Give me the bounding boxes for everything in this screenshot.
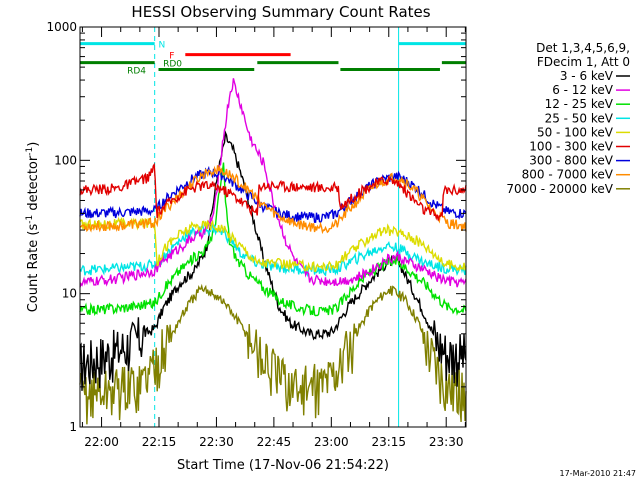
y-axis-label: Count Rate (s-1 detector-1)	[25, 142, 41, 313]
series-line	[79, 222, 467, 278]
legend-label: 12 - 25 keV	[545, 97, 614, 111]
legend-label: 300 - 800 keV	[529, 154, 613, 168]
x-tick-label: 23:00	[314, 435, 349, 449]
flag-label-n: N	[159, 41, 166, 51]
legend-label: 100 - 300 keV	[529, 140, 613, 154]
flag-label-rd0: RD0	[163, 60, 182, 70]
x-tick-label: 22:15	[142, 435, 177, 449]
x-tick-label: 22:30	[199, 435, 234, 449]
y-tick-label: 1000	[46, 20, 77, 34]
legend: Det 1,3,4,5,6,9, FDecim 1, Att 0 3 - 6 k…	[506, 41, 630, 196]
x-tick-label: 23:15	[371, 435, 406, 449]
y-tick-label: 100	[54, 153, 77, 167]
series-line	[79, 162, 467, 221]
x-tick-label: 22:45	[257, 435, 292, 449]
legend-label: 50 - 100 keV	[537, 125, 614, 139]
flag-label-f: F	[169, 52, 174, 62]
chart-title: HESSI Observing Summary Count Rates	[131, 3, 430, 21]
x-tick-label: 22:00	[84, 435, 119, 449]
legend-label: 800 - 7000 keV	[522, 168, 614, 182]
flag-label-rd4: RD4	[127, 67, 146, 77]
legend-label: 7000 - 20000 keV	[506, 182, 613, 196]
series-line	[79, 130, 467, 391]
series-line	[79, 162, 467, 317]
series-line	[79, 283, 467, 425]
y-tick-label: 1	[69, 420, 77, 434]
x-axis-label: Start Time (17-Nov-06 21:54:22)	[177, 458, 389, 473]
x-tick-label: 23:30	[429, 435, 464, 449]
series-line	[79, 78, 467, 288]
legend-header-decimation: FDecim 1, Att 0	[537, 55, 630, 69]
y-tick-label: 10	[62, 287, 77, 301]
legend-header-detectors: Det 1,3,4,5,6,9,	[536, 41, 630, 55]
legend-label: 25 - 50 keV	[545, 111, 614, 125]
footer-date: 17-Mar-2010 21:47	[560, 469, 637, 478]
series-line	[80, 165, 467, 235]
legend-label: 6 - 12 keV	[552, 83, 614, 97]
plot-frame	[79, 26, 467, 428]
axes: 1 10 100 1000 22:00 22:15 22:30 22:45 23:00 23:15…	[46, 20, 466, 449]
legend-label: 3 - 6 keV	[560, 69, 614, 83]
